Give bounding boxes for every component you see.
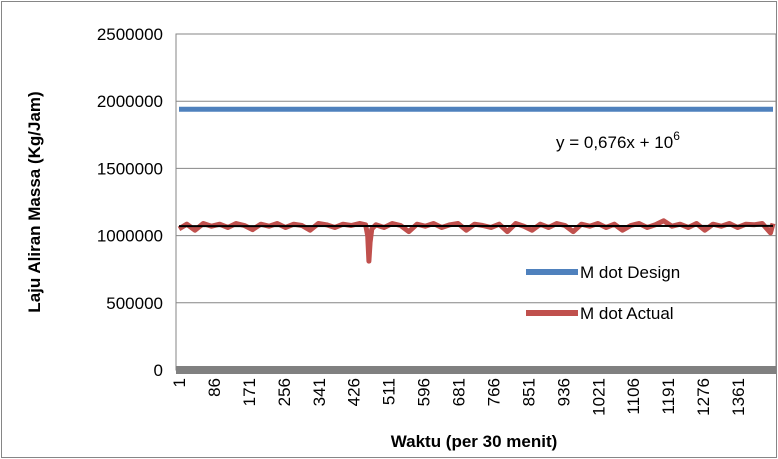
- equation-exponent: 6: [673, 129, 680, 143]
- x-tick-label-7: 596: [415, 378, 434, 406]
- x-tick-label-0: 1: [170, 378, 189, 387]
- x-tick-label-1: 86: [205, 378, 224, 397]
- x-tick-label-4: 341: [310, 378, 329, 406]
- x-tick-label-5: 426: [345, 378, 364, 406]
- x-tick-label-9: 766: [485, 378, 504, 406]
- y-tick-label-3: 1500000: [97, 159, 163, 178]
- x-axis-line: [176, 366, 776, 374]
- x-tick-label-12: 1021: [589, 378, 608, 416]
- x-axis-label: Waktu (per 30 menit): [391, 432, 558, 451]
- x-tick-label-16: 1361: [729, 378, 748, 416]
- trendline-equation: y = 0,676x + 106: [556, 129, 680, 152]
- x-tick-label-11: 936: [554, 378, 573, 406]
- y-tick-label-2: 1000000: [97, 227, 163, 246]
- legend-label-actual: M dot Actual: [580, 304, 674, 323]
- x-tick-label-2: 171: [240, 378, 259, 406]
- x-tick-label-13: 1106: [624, 378, 643, 415]
- x-tick-label-10: 851: [519, 378, 538, 406]
- y-tick-label-0: 0: [154, 361, 163, 380]
- x-tick-label-6: 511: [380, 378, 399, 405]
- legend: M dot Design M dot Actual: [526, 263, 680, 323]
- y-axis-label: Laju Aliran Massa (Kg/Jam): [25, 91, 44, 312]
- x-tick-label-15: 1276: [694, 378, 713, 416]
- y-tick-label-5: 2500000: [97, 25, 163, 44]
- equation-base: y = 0,676x + 10: [556, 133, 673, 152]
- x-tick-label-3: 256: [275, 378, 294, 406]
- y-tick-label-4: 2000000: [97, 92, 163, 111]
- x-tick-label-14: 1191: [659, 378, 678, 415]
- legend-label-design: M dot Design: [580, 263, 680, 282]
- y-tick-label-1: 500000: [106, 294, 163, 313]
- x-tick-label-8: 681: [450, 378, 469, 406]
